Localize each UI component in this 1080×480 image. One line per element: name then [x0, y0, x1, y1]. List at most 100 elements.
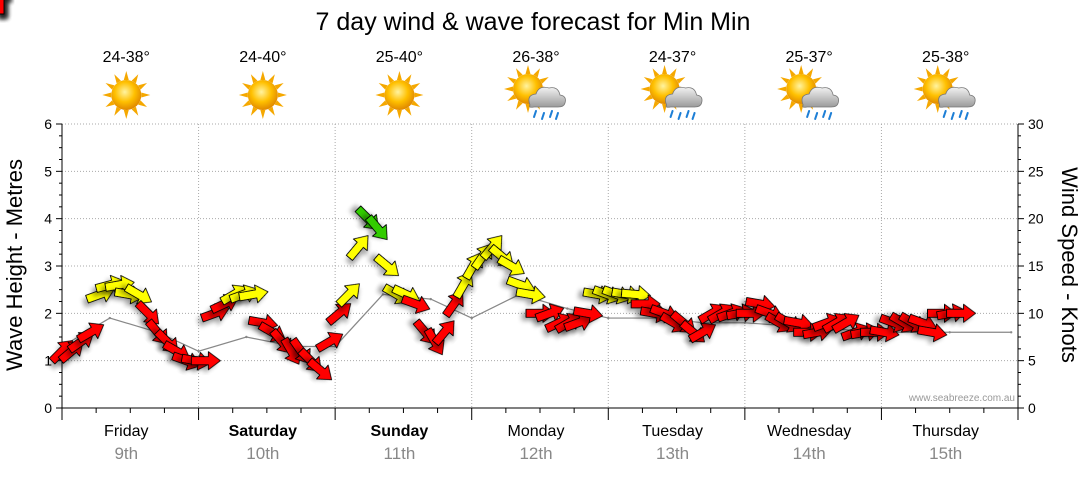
wave-point — [948, 331, 951, 334]
wind-arrow — [431, 320, 455, 347]
sun-ray — [411, 100, 421, 107]
sun-ray — [396, 110, 402, 119]
sun-ray — [643, 94, 653, 101]
sun-ray — [387, 74, 395, 84]
date-label: 12th — [519, 444, 552, 463]
sun-ray — [268, 106, 275, 116]
sun-ray — [102, 92, 112, 98]
sun-ray — [676, 77, 686, 84]
wind-arrow — [190, 351, 221, 371]
sun-ray — [925, 100, 933, 110]
sun-ray — [652, 68, 660, 78]
rain-drop — [669, 110, 674, 118]
y-tick-label: 1 — [44, 353, 52, 369]
sun-icon — [238, 71, 287, 119]
chart-title: 7 day wind & wave forecast for Min Min — [316, 8, 751, 36]
rain-drop — [950, 112, 955, 120]
sun-disc — [384, 80, 415, 110]
y2-tick-label: 30 — [1028, 116, 1044, 132]
day-column: 25-38° Thursday 15th — [912, 49, 979, 463]
sun-ray — [268, 74, 275, 84]
sun-ray — [507, 94, 517, 101]
sun-ray — [780, 77, 790, 84]
y2-tick-label: 10 — [1028, 305, 1044, 321]
sun-ray — [789, 68, 796, 78]
cloud-shape — [528, 86, 566, 108]
sun-ray — [780, 94, 790, 101]
y-tick-label: 3 — [44, 258, 52, 274]
rain-drop — [828, 112, 833, 120]
y-tick-label: 0 — [44, 400, 52, 416]
temp-range: 24-38° — [103, 49, 150, 66]
rain-drop — [555, 112, 559, 120]
wave-point — [245, 335, 248, 339]
wind-arrow — [496, 255, 525, 276]
rain-drop — [814, 112, 819, 120]
wave-point — [429, 297, 432, 301]
y-tick-label: 5 — [44, 163, 52, 179]
sun-ray — [949, 77, 959, 84]
axes: 0 1 2 3 4 5 6 0 5 10 15 20 25 30 — [44, 116, 1044, 420]
sun-ray — [131, 106, 139, 116]
sun-shower-icon — [913, 65, 976, 120]
day-column: 25-40° Sunday 11th — [371, 49, 429, 463]
sun-ray — [242, 100, 252, 107]
sun-rays — [375, 71, 424, 119]
sun-ray — [777, 86, 787, 92]
rain-drop — [677, 112, 682, 120]
sun-ray — [131, 74, 139, 84]
sun-shower-icon — [777, 65, 839, 120]
wind-arrow — [917, 323, 948, 343]
wind-arrow — [325, 303, 352, 326]
sun-disc — [247, 80, 278, 110]
y-tick-label: 2 — [44, 305, 52, 321]
sun-ray — [643, 77, 653, 84]
date-label: 14th — [793, 444, 826, 463]
wave-point — [470, 316, 473, 320]
temp-range: 25-37° — [785, 49, 832, 66]
rain-drop — [533, 110, 537, 118]
wind-speed-series — [0, 0, 977, 381]
sun-ray — [943, 68, 950, 78]
date-label: 15th — [929, 444, 962, 463]
wave-point — [381, 293, 385, 296]
wind-arrow — [335, 283, 360, 308]
rain-drop — [691, 112, 696, 120]
sun-ray — [378, 83, 388, 90]
sun-ray — [138, 100, 148, 107]
wave-height-series — [60, 293, 1013, 353]
wave-point — [607, 316, 610, 320]
date-label: 10th — [246, 444, 279, 463]
sun-ray — [250, 74, 258, 84]
y-tick-label: 6 — [44, 116, 52, 132]
date-label: 13th — [656, 444, 689, 463]
y2-tick-label: 0 — [1028, 400, 1036, 416]
sun-icon — [375, 71, 424, 119]
y2-tick-label: 5 — [1028, 353, 1036, 369]
sun-ray — [539, 77, 549, 84]
sun-ray — [916, 94, 926, 101]
wind-arrow — [373, 253, 399, 277]
day-column: 25-37° Wednesday 14th — [767, 49, 851, 463]
sun-ray — [414, 92, 424, 98]
rain-drop — [822, 110, 827, 118]
sun-disc — [111, 80, 142, 110]
sun-ray — [533, 68, 540, 78]
rain-drop — [958, 110, 963, 118]
wind-arrow — [123, 283, 152, 305]
rain-drop — [964, 112, 969, 120]
sun-ray — [516, 100, 523, 110]
y2-tick-label: 15 — [1028, 258, 1044, 274]
wind-arrow — [315, 331, 344, 353]
wind-arrow — [400, 294, 431, 314]
day-label: Friday — [104, 423, 148, 440]
temp-range: 24-37° — [649, 49, 696, 66]
day-label: Wednesday — [767, 423, 851, 440]
rain-drop — [942, 110, 947, 118]
y2-tick-label: 20 — [1028, 211, 1044, 227]
rain-drop — [541, 112, 545, 120]
sun-ray — [916, 77, 926, 84]
cloud-shape — [801, 86, 839, 108]
day-label: Monday — [508, 423, 565, 440]
